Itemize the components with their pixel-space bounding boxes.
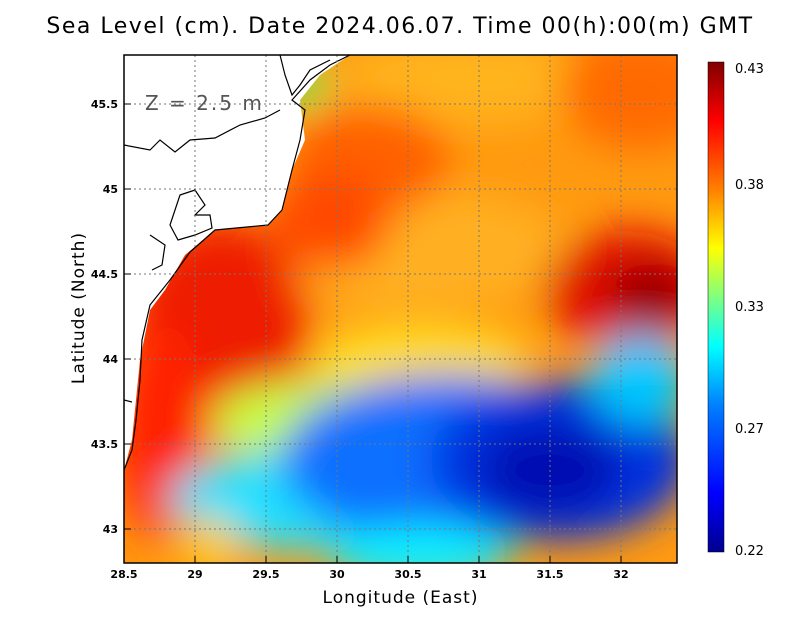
plot-frame [123,54,678,564]
x-tick-label: 29 [187,568,202,581]
x-tick-label: 31.5 [536,568,563,581]
x-tick-label: 29.5 [252,568,279,581]
x-tick-label: 31 [471,568,486,581]
y-tick-label: 43.5 [91,438,118,451]
x-tick-label: 30 [329,568,345,581]
y-tick-label: 44.5 [91,268,118,281]
colorbar-label: 0.27 [735,422,764,437]
colorbar-label: 0.22 [735,544,764,559]
y-axis-label: Latitude (North) [69,231,89,385]
x-axis-label: Longitude (East) [322,588,479,608]
colorbar [707,61,725,553]
x-tick-label: 30.5 [394,568,421,581]
y-tick-label: 44 [103,353,119,366]
map-title: Sea Level (cm). Date 2024.06.07. Time 00… [46,14,754,39]
y-tick-label: 43 [103,523,118,536]
colorbar-label: 0.43 [735,62,764,77]
colorbar-label: 0.38 [735,178,764,193]
x-tick-label: 32 [613,568,628,581]
x-tick-label: 28.5 [110,568,137,581]
y-tick-label: 45 [103,183,118,196]
colorbar-label: 0.33 [735,300,764,315]
depth-label: Z = 2.5 m [145,91,264,115]
y-tick-label: 45.5 [91,98,118,111]
sea-level-field [124,55,677,563]
